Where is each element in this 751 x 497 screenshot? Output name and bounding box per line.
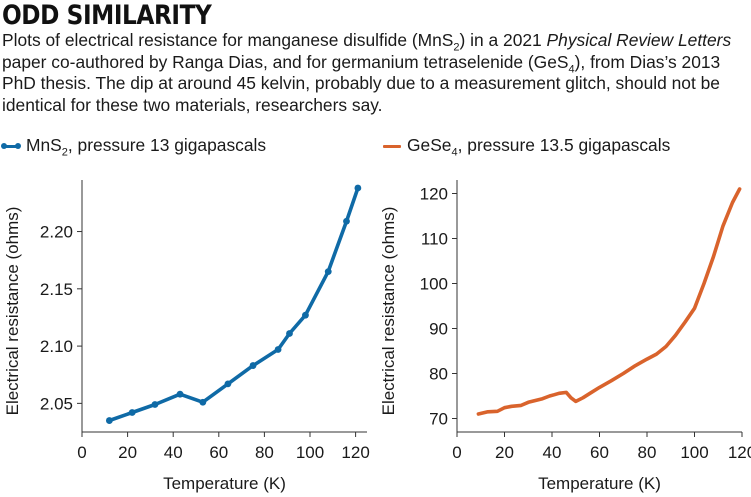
y-tick-label: 90 [429,320,448,339]
legend-swatch-mns2 [1,141,21,151]
x-tick-label: 80 [255,443,274,462]
subtitle-part: ), from Dias’s 2013 PhD thesis. The dip … [2,51,721,115]
y-tick-label: 2.05 [40,394,73,413]
legend-label-gese4: GeSe4, pressure 13.5 gigapascals [407,135,671,159]
series-line [107,186,360,423]
legend-line-gese4 [383,144,401,148]
data-point [274,346,282,353]
y-axis-label: Electrical resistance (ohms) [379,207,398,416]
x-tick-label: 0 [452,443,461,462]
x-tick-label: 20 [118,443,137,462]
x-tick-label: 40 [543,443,562,462]
legend-item-mns2: MnS2, pressure 13 gigapascals [1,135,267,159]
x-tick-label: 100 [680,443,708,462]
data-point [249,362,257,369]
legend-swatch-gese4 [383,141,401,151]
x-tick-label: 80 [638,443,657,462]
data-point [302,311,309,319]
y-tick-label: 2.15 [40,280,73,299]
data-point [224,380,232,388]
subtitle-part: 2 [453,41,460,54]
data-point [128,409,136,416]
y-tick-label: 120 [420,185,448,204]
chart-title: ODD SIMILARITY [2,0,212,31]
data-point [199,398,207,406]
subtitle-part: ) in a 2021 [459,30,547,50]
legend-label-mns2: MnS2, pressure 13 gigapascals [26,135,267,159]
data-point [354,184,362,192]
legend-item-gese4: GeSe4, pressure 13.5 gigapascals [383,135,671,159]
data-point [286,330,293,337]
x-tick-label: 100 [296,443,324,462]
legend-line-mns2 [2,144,20,148]
x-axis-label: Temperature (K) [163,474,286,493]
data-point [343,217,350,225]
subtitle-part: Physical Review Letters [546,30,732,50]
y-tick-label: 2.10 [40,337,73,356]
x-tick-label: 20 [495,443,514,462]
x-tick-label: 120 [341,443,369,462]
x-axis-label: Temperature (K) [538,474,661,493]
data-point [105,417,113,424]
data-point [324,268,332,276]
x-tick-label: 60 [590,443,609,462]
subtitle-part: paper co-authored by Ranga Dias, and for… [2,51,569,72]
legend-dot-mns2 [1,142,7,149]
subtitle-part: Plots of electrical resistance for manga… [2,30,454,50]
subtitle-part: 4 [568,62,575,75]
y-axis-label: Electrical resistance (ohms) [3,207,22,416]
data-point [151,401,159,408]
y-tick-label: 80 [429,365,448,384]
y-tick-label: 110 [421,230,448,249]
x-tick-label: 40 [164,443,183,462]
y-tick-label: 2.20 [40,223,73,242]
x-tick-label: 60 [209,443,228,462]
x-tick-label: 120 [728,443,751,462]
y-tick-label: 100 [420,275,448,294]
series-line [476,187,742,416]
legend-dot-mns2 [15,142,21,149]
y-tick-label: 70 [429,410,448,429]
x-tick-label: 0 [77,443,86,462]
chart-subtitle: Plots of electrical resistance for manga… [2,30,747,116]
data-point [176,390,184,398]
